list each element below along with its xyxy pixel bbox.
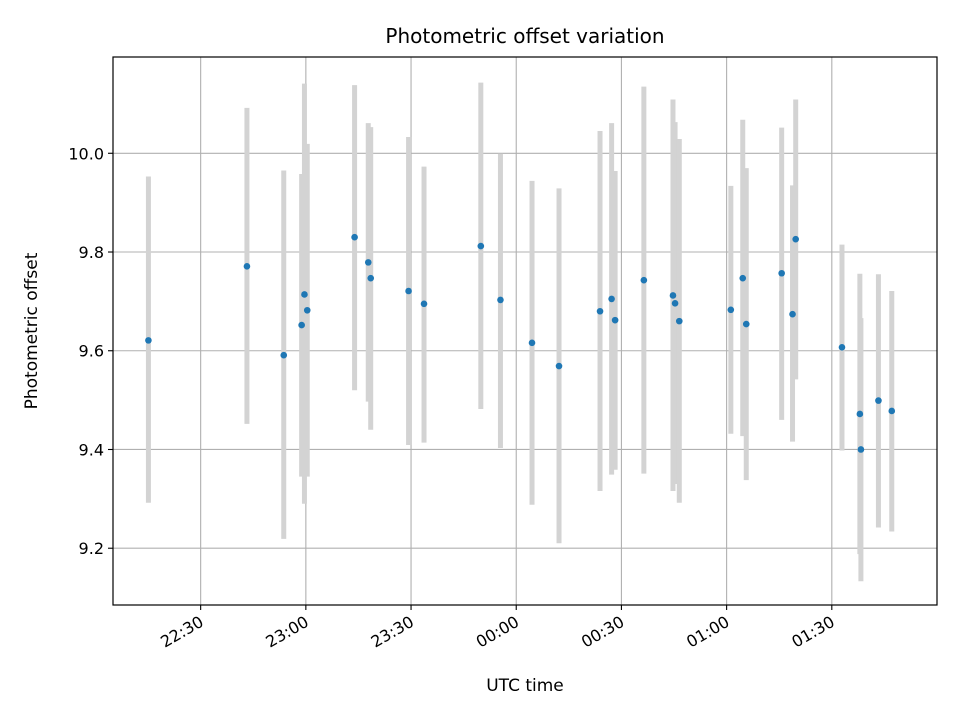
data-point [301,291,308,298]
data-point [608,295,615,303]
y-tick-label: 9.4 [79,440,104,459]
y-tick-label: 10.0 [68,144,104,163]
data-point [742,320,750,328]
data-point [528,339,536,347]
y-axis-label: Photometric offset [22,252,42,409]
data-point [611,316,619,324]
plot-frame [112,56,938,606]
data-point [838,343,846,351]
data-point [367,274,375,282]
data-point [675,317,683,325]
data-point [497,296,504,304]
data-point [364,259,372,266]
y-tick-label: 9.6 [79,342,104,361]
data-point [727,306,735,314]
data-point [671,300,679,307]
data-point [888,407,896,415]
data-point [640,276,648,284]
data-point [857,446,865,453]
data-point [477,242,485,250]
data-point [875,397,882,404]
data-point [145,337,152,344]
data-point [405,287,412,295]
y-tick-label: 9.8 [79,243,104,262]
data-point [789,310,796,318]
data-point [669,292,677,299]
y-axis-ticks: 9.2 9.4 9.6 9.8 10.0 [68,144,113,558]
data-point [778,269,785,277]
data-point [298,321,305,329]
data-point [303,306,311,314]
data-point [351,233,358,241]
data-point [243,263,251,270]
data-point [280,351,288,359]
data-point [420,300,428,308]
x-axis-label: UTC time [486,676,564,696]
data-point [555,362,563,370]
data-points [145,233,896,453]
data-point [739,274,747,282]
data-point [792,235,799,243]
y-tick-label: 9.2 [79,539,104,558]
data-point [856,410,864,418]
data-point [596,307,604,315]
chart-title: Photometric offset variation [385,24,664,48]
